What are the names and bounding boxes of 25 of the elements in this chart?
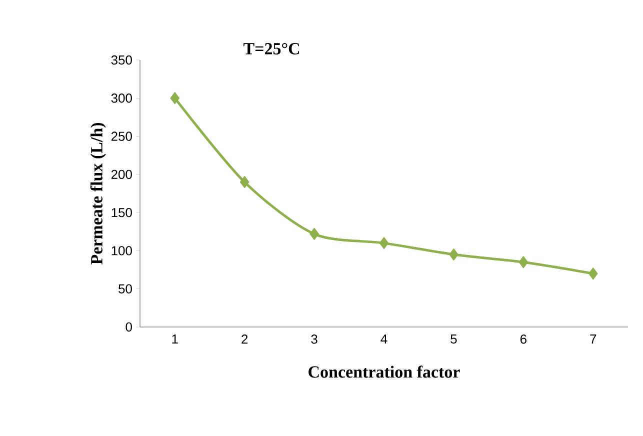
y-tick-label: 150 — [112, 208, 132, 218]
y-tick-label: 300 — [111, 94, 132, 103]
point — [379, 236, 389, 250]
point — [518, 256, 528, 268]
point — [240, 176, 250, 188]
point — [588, 267, 598, 280]
y-tick-label: 50 — [118, 284, 132, 294]
y-tick-label: 200 — [111, 170, 132, 180]
y-tick-label: 250 — [111, 132, 132, 141]
y-tick-label: 0 — [126, 322, 132, 332]
x-tick-label: 3 — [311, 334, 318, 344]
x-tick-label: 1 — [172, 334, 178, 344]
x-tick-label: 6 — [520, 334, 526, 344]
point — [310, 228, 320, 240]
x-axis-title: Concentration factor — [308, 366, 460, 378]
chart-title: T=25°C — [243, 42, 300, 54]
y-tick-label: 100 — [112, 246, 132, 256]
x-tick-label: 5 — [450, 334, 457, 344]
x-tick-label: 7 — [590, 334, 596, 344]
point — [170, 92, 180, 104]
y-tick-label: 350 — [111, 55, 132, 65]
x-tick-label: 4 — [380, 334, 388, 344]
point — [448, 248, 458, 261]
x-tick-label: 2 — [242, 334, 248, 344]
y-axis-title: Permeate flux (L/h) — [90, 122, 106, 264]
